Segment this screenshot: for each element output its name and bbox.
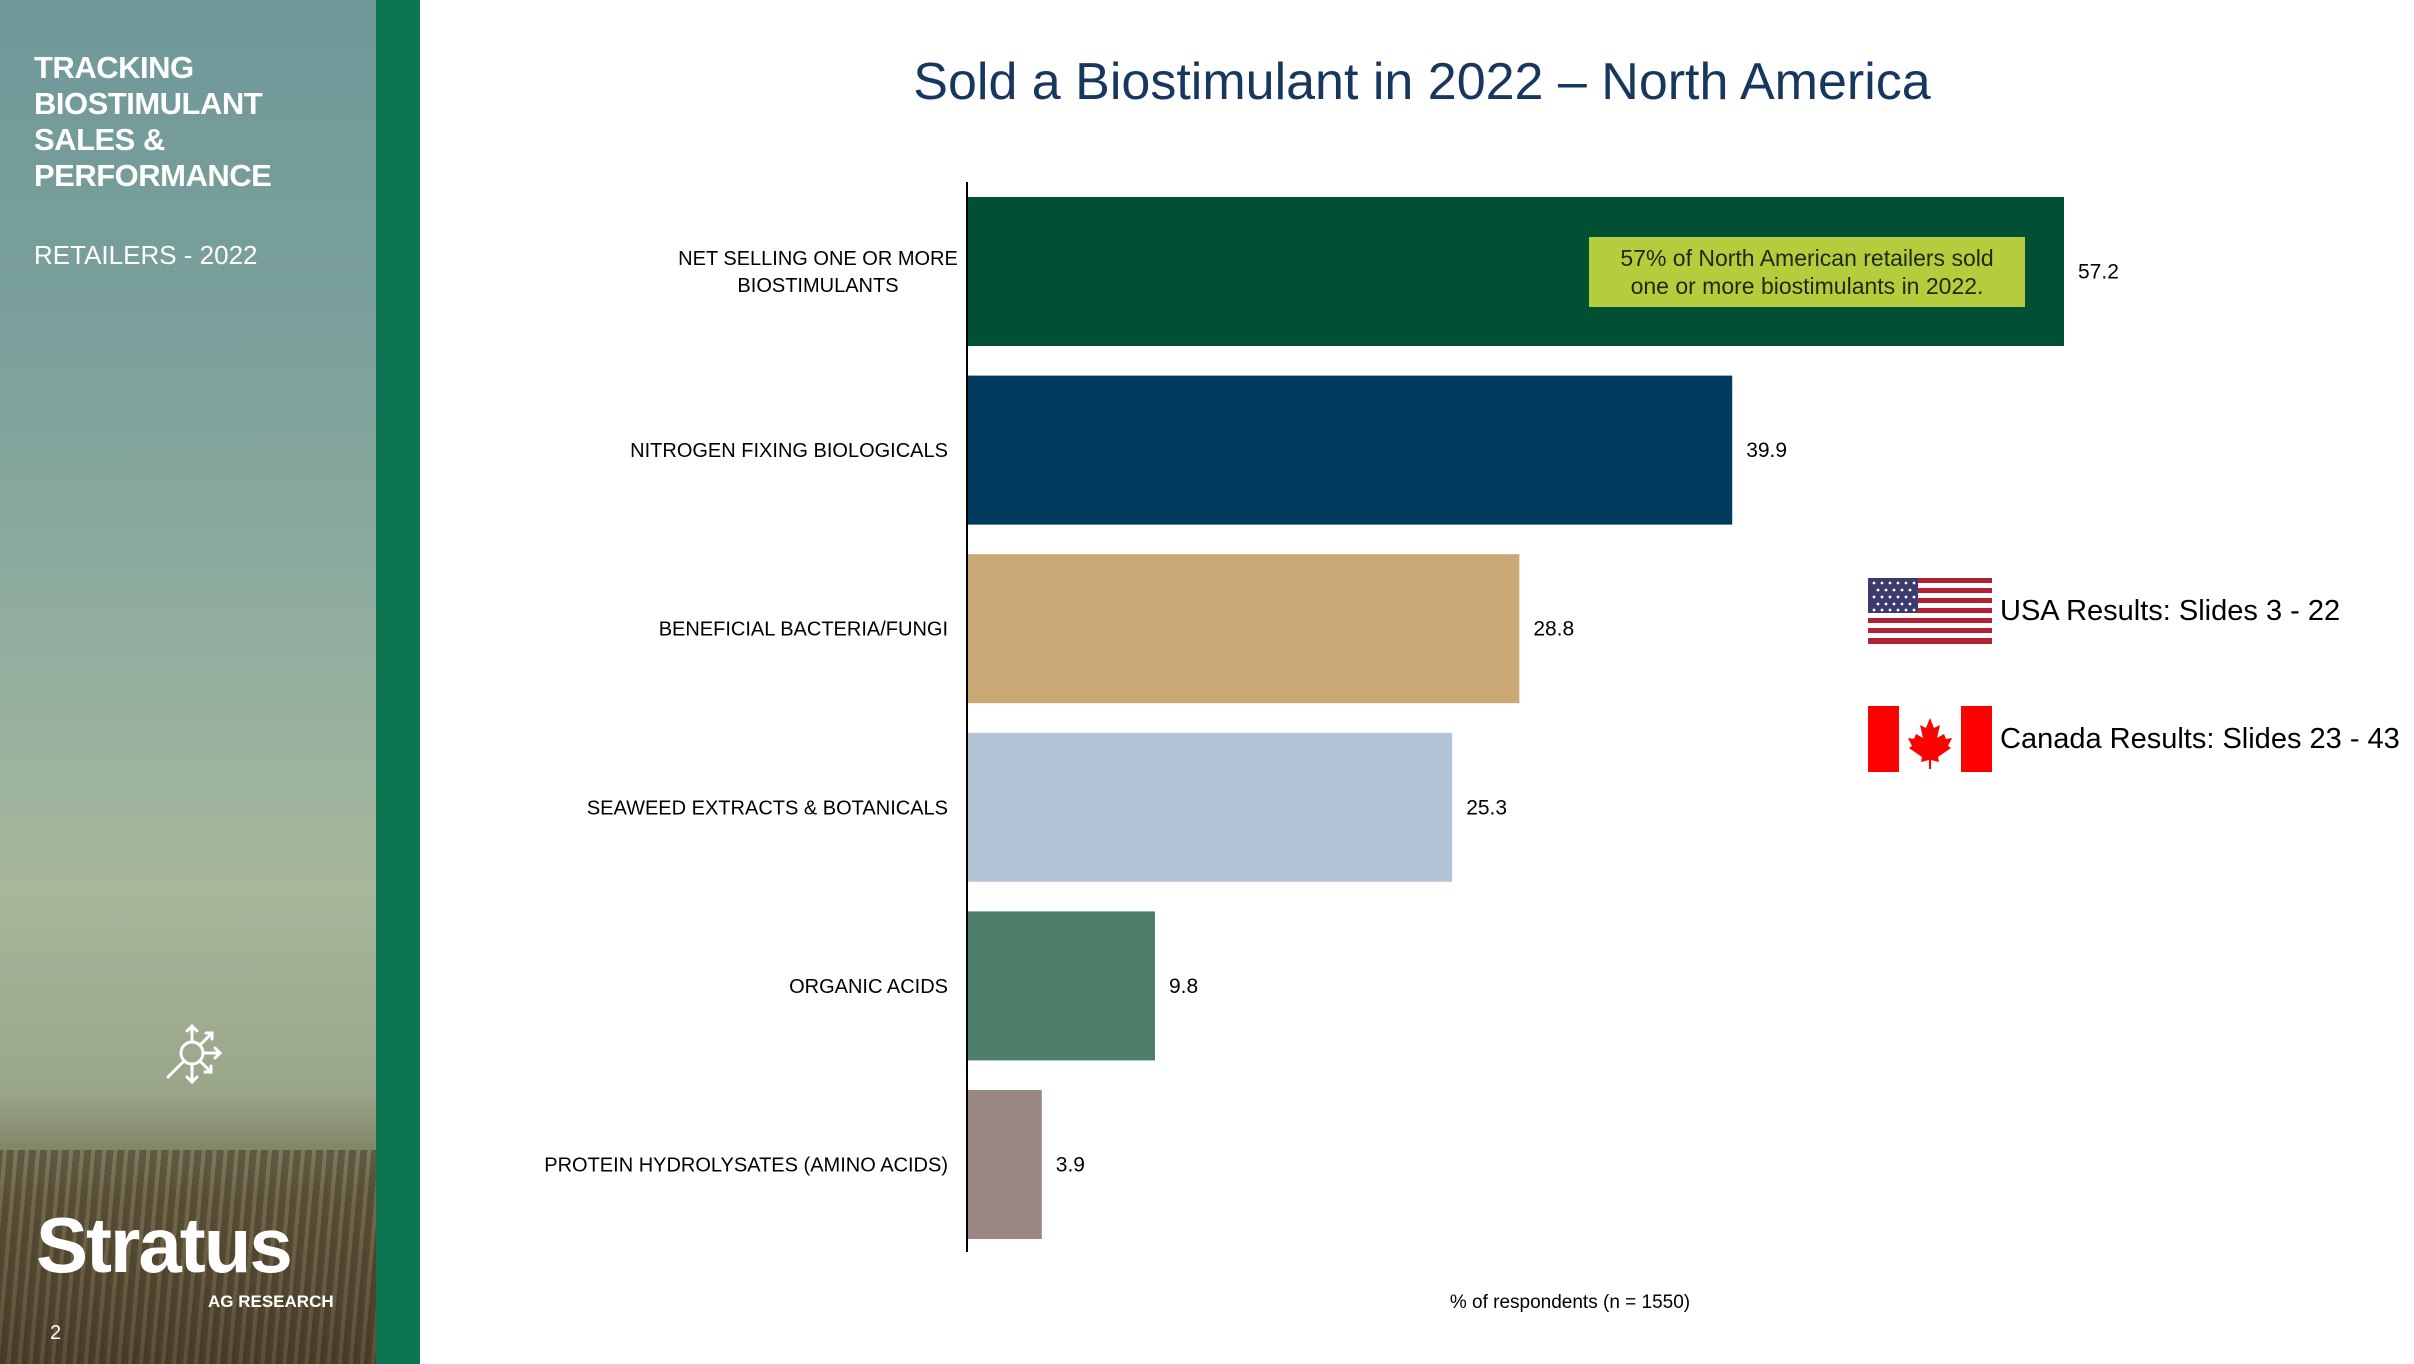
brand-subtitle: AG RESEARCH — [208, 1292, 334, 1311]
bar — [967, 732, 1453, 882]
sidebar-title-line: TRACKING — [34, 50, 194, 85]
category-label: NET SELLING ONE OR MORE BIOSTIMULANTS — [678, 248, 958, 297]
wheat-field-background — [0, 1150, 376, 1364]
callout-line: one or more biostimulants in 2022. — [1630, 273, 1984, 299]
bar — [967, 554, 1520, 704]
value-label: 39.9 — [1746, 439, 1787, 462]
value-label: 57.2 — [2078, 261, 2119, 284]
page-number: 2 — [50, 1322, 62, 1344]
value-label: 9.8 — [1169, 975, 1198, 998]
usa-results-label: USA Results: Slides 3 - 22 — [2000, 594, 2341, 627]
x-axis-label: % of respondents (n = 1550) — [1449, 1292, 1691, 1313]
bar — [967, 1090, 1042, 1239]
usa-results-note: USA Results: Slides 3 - 22 — [1868, 578, 2340, 644]
category-label: NITROGEN FIXING BIOLOGICALS — [630, 440, 948, 462]
canada-flag-icon — [1868, 706, 1992, 772]
search-analysis-icon — [166, 1023, 223, 1085]
usa-flag-icon — [1868, 578, 1992, 644]
canada-results-note: Canada Results: Slides 23 - 43 — [1868, 706, 2400, 772]
sidebar-title: TRACKING BIOSTIMULANT SALES & PERFORMANC… — [34, 50, 334, 194]
category-label: SEAWEED EXTRACTS & BOTANICALS — [587, 797, 948, 819]
value-label: 28.8 — [1533, 618, 1574, 641]
bar — [967, 911, 1155, 1061]
sidebar-subtitle: RETAILERS - 2022 — [34, 240, 258, 270]
category-label: ORGANIC ACIDS — [789, 976, 948, 998]
accent-strip — [376, 0, 420, 1364]
chart-title: Sold a Biostimulant in 2022 – North Amer… — [913, 53, 1931, 111]
category-label: BENEFICIAL BACTERIA/FUNGI — [659, 619, 948, 641]
callout-box: 57% of North American retailers sold one… — [1589, 237, 2025, 307]
sidebar-title-line: PERFORMANCE — [34, 158, 272, 193]
sidebar: TRACKING BIOSTIMULANT SALES & PERFORMANC… — [0, 0, 376, 1364]
callout-line: 57% of North American retailers sold — [1620, 245, 1994, 271]
value-label: 25.3 — [1466, 796, 1507, 819]
brand-logo: Stratus — [36, 1201, 293, 1289]
sidebar-title-line: SALES & — [34, 122, 165, 157]
sidebar-title-line: BIOSTIMULANT — [34, 86, 263, 121]
category-label: PROTEIN HYDROLYSATES (AMINO ACIDS) — [544, 1155, 948, 1177]
canada-results-label: Canada Results: Slides 23 - 43 — [2000, 722, 2400, 755]
value-label: 3.9 — [1056, 1154, 1085, 1177]
bar — [967, 375, 1733, 525]
